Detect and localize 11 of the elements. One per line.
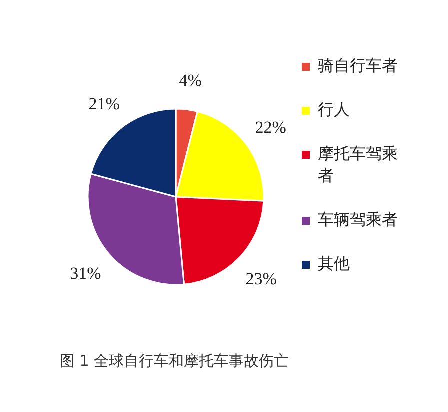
data-label: 21% [88, 94, 120, 114]
legend-label: 其他 [318, 254, 350, 273]
legend-label: 摩托车驾乘者 [318, 144, 398, 185]
caption: 图 1 全球自行车和摩托车事故伤亡 [60, 352, 290, 371]
data-label: 23% [246, 269, 277, 288]
legend-label: 车辆驾乘者 [318, 210, 398, 229]
data-label: 31% [70, 264, 102, 284]
legend-label: 骑自行车者 [318, 56, 398, 75]
legend-label: 行人 [318, 100, 350, 119]
data-label: 4% [179, 70, 202, 90]
data-label: 22% [255, 118, 286, 137]
